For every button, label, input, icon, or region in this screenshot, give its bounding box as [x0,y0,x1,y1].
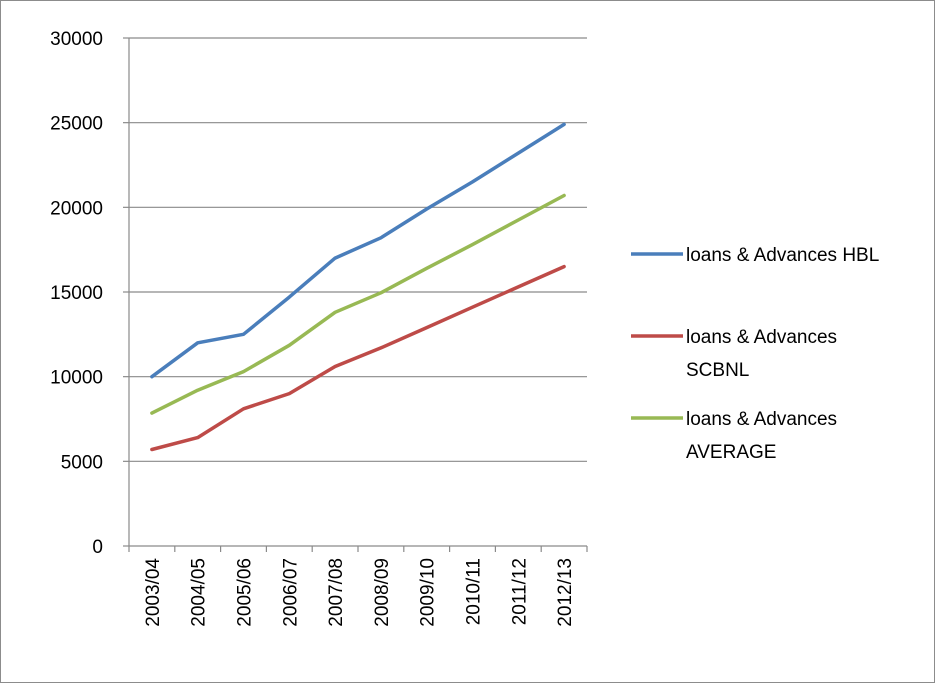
x-tick-label: 2009/10 [418,558,439,627]
y-tick-labels: 0 5000 10000 15000 20000 25000 30000 [50,29,103,558]
x-tick-label: 2010/11 [464,558,485,625]
legend-label: SCBNL [686,360,749,381]
y-tick-label: 0 [92,537,103,558]
series-line-1 [150,264,566,452]
legend-entry-2: loans & Advances AVERAGE [631,409,837,463]
x-tick-label: 2004/05 [189,558,210,627]
y-tick-label: 5000 [61,452,103,473]
legend-label: AVERAGE [686,442,776,463]
x-tick-label: 2007/08 [326,558,347,627]
series-lines [150,122,566,452]
y-tick-label: 25000 [50,114,103,135]
series-line-0 [150,122,566,379]
legend-entry-0: loans & Advances HBL [631,245,879,266]
x-tick-label: 2005/06 [235,558,256,627]
y-tick-label: 20000 [50,198,103,219]
x-tick-label: 2011/12 [509,558,530,625]
gridlines [129,37,587,462]
x-tick-labels: 2003/04 2004/05 2005/06 2006/07 2007/08 2008/… [143,558,576,627]
axes [123,37,588,552]
legend-entry-1: loans & Advances SCBNL [631,327,837,381]
legend-label: loans & Advances [686,327,837,348]
series-line-2 [150,193,566,415]
legend-label: loans & Advances HBL [686,245,879,266]
y-tick-label: 15000 [50,283,103,304]
legend-label: loans & Advances [686,409,837,430]
x-tick-label: 2003/04 [143,558,164,627]
x-tick-label: 2008/09 [372,558,393,627]
y-tick-label: 30000 [50,29,103,50]
x-tick-label: 2006/07 [280,558,301,627]
y-tick-label: 10000 [50,368,103,389]
legend: loans & Advances HBL loans & Advances SCBN… [631,245,879,463]
x-tick-label: 2012/13 [555,558,576,627]
